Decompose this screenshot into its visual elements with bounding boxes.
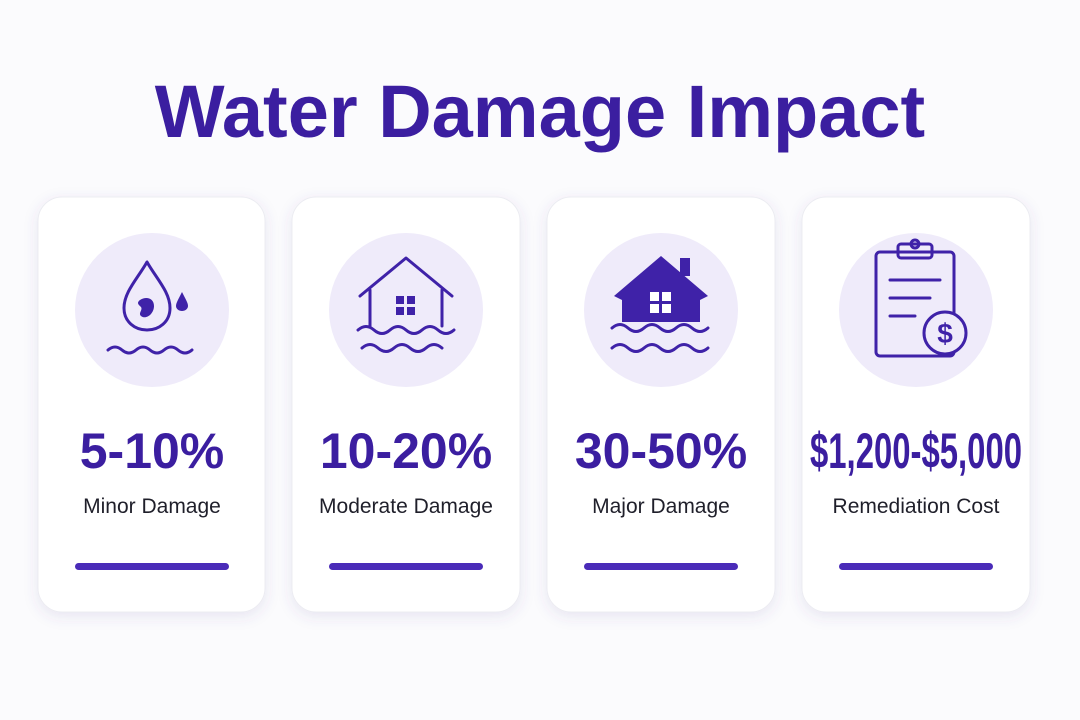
stat-value: 30-50% [575,423,747,479]
card [37,196,266,613]
house-icon [356,256,456,353]
invoice-icon: $ [874,238,968,358]
stat-value: 5-10% [80,423,225,479]
stat-value: 10-20% [320,423,492,479]
stat-label: Remediation Cost [833,495,1000,518]
card-texts: 5-10% Minor Damage 10-20% Moderate Damage 30… [75,423,1022,570]
accent-bar [584,563,738,570]
title: Water Damage Impact [155,70,925,153]
stat-value: $1,200-$5,000 [810,423,1022,479]
stat-label: Minor Damage [83,495,221,518]
stat-label: Major Damage [592,495,730,518]
accent-bar [329,563,483,570]
svg-text:$: $ [937,318,953,349]
card [291,196,521,613]
accent-bar [75,563,229,570]
droplet-icon [106,260,194,355]
flooded-house-icon [610,256,710,353]
stat-label: Moderate Damage [319,495,493,518]
card [546,196,776,613]
accent-bar [839,563,993,570]
card: $ [801,196,1031,613]
